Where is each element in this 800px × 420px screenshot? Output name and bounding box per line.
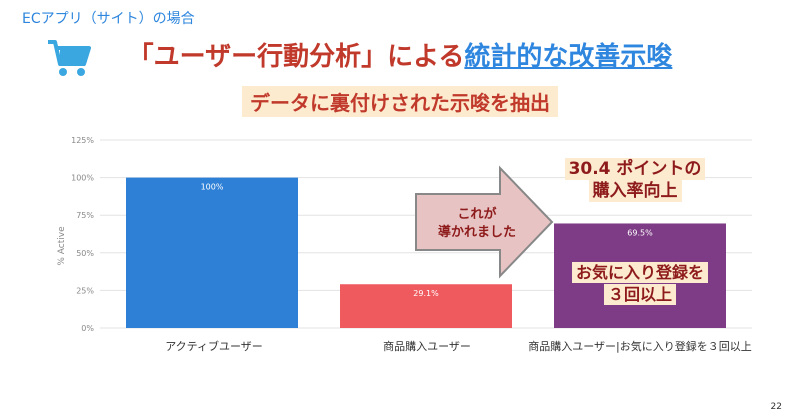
- top-callout-line: 購入率向上: [588, 180, 682, 202]
- bar-value-label: 29.1%: [413, 289, 439, 298]
- bar-callout-line: ３回以上: [603, 284, 676, 305]
- arrow-label-line: 導かれました: [437, 225, 516, 240]
- category-label: 商品購入ユーザー|お気に入り登録を３回以上: [528, 340, 752, 353]
- headline: 「ユーザー行動分析」による統計的な改善示唆: [0, 36, 800, 73]
- bar-value-label: 69.5%: [627, 228, 653, 237]
- bar-value-label: 100%: [201, 183, 224, 192]
- bar: [126, 177, 298, 328]
- top-callout-line: 30.4 ポイントの: [564, 158, 706, 180]
- section-label: ECアプリ（サイト）の場合: [22, 11, 195, 27]
- y-axis-label: % Active: [57, 226, 67, 266]
- subheadline: データに裏付けされた示唆を抽出: [0, 86, 800, 117]
- bar: [340, 284, 512, 328]
- subheadline-text: データに裏付けされた示唆を抽出: [242, 86, 558, 117]
- arrow-label-line: これが: [457, 207, 497, 222]
- y-tick-label: 0%: [81, 324, 94, 333]
- y-tick-label: 75%: [76, 211, 94, 220]
- headline-main: 「ユーザー行動分析」による: [127, 42, 465, 72]
- y-tick-label: 50%: [76, 249, 94, 258]
- bar-callout-line: お気に入り登録を: [571, 262, 708, 283]
- bar-callout: お気に入り登録を ３回以上: [560, 262, 720, 306]
- arrow-shape: [415, 165, 554, 279]
- arrow-label: これが 導かれました: [418, 206, 536, 242]
- y-tick-label: 125%: [71, 136, 94, 145]
- top-callout: 30.4 ポイントの 購入率向上: [540, 158, 730, 202]
- headline-highlight: 統計的な改善示唆: [464, 42, 673, 72]
- category-label: 商品購入ユーザー: [383, 340, 471, 353]
- y-tick-label: 100%: [71, 174, 94, 183]
- shopping-cart-icon: [48, 40, 91, 76]
- y-tick-label: 25%: [76, 286, 94, 295]
- category-label: アクティブユーザー: [165, 340, 263, 353]
- page-number: 22: [770, 402, 782, 412]
